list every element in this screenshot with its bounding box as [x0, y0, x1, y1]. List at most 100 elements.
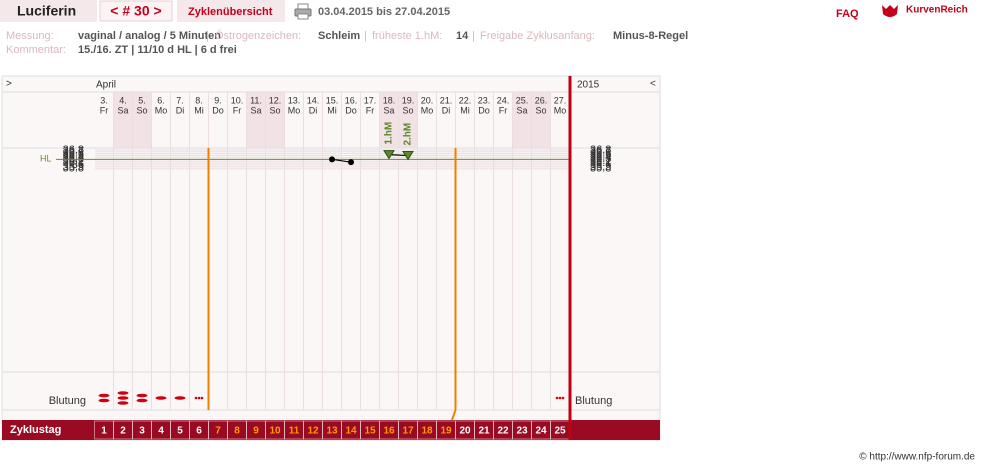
cycle-day: 13 [326, 426, 338, 437]
cycle-nav-box[interactable] [99, 0, 173, 22]
bleeding-label: Blutung [49, 395, 86, 407]
info-value: Minus-8-Regel [613, 30, 688, 42]
weekday-label: Mo [288, 105, 301, 115]
nav-prev[interactable]: < [650, 79, 656, 90]
cycle-day: 12 [307, 426, 319, 437]
date-label: 17. [364, 95, 377, 105]
weekday-label: Mi [327, 105, 337, 115]
weekday-label: Fr [233, 105, 242, 115]
cycle-nav[interactable]: < # 30 > [110, 3, 161, 19]
y-tick-label: 35.9 [63, 161, 84, 173]
weekday-label: Do [478, 105, 490, 115]
weekday-label: So [136, 105, 147, 115]
printer-icon[interactable] [294, 3, 312, 20]
date-label: 12. [269, 95, 282, 105]
user-name: Luciferin [17, 3, 76, 19]
cycle-day-cell [322, 420, 342, 440]
bleeding-dash [98, 398, 110, 403]
cycle-day: 7 [215, 426, 221, 437]
ovulation-label: 1.hM [384, 122, 395, 145]
weekday-label: Di [442, 105, 451, 115]
bleeding-dot [561, 396, 565, 400]
cycle-day-cell [360, 420, 380, 440]
bleeding-dash [136, 393, 148, 398]
date-label: 22. [459, 95, 472, 105]
cycle-day: 11 [289, 426, 300, 437]
date-label: 3. [100, 95, 108, 105]
bleeding-dot [194, 396, 198, 400]
cycle-day: 5 [177, 426, 183, 437]
temperature-point [348, 159, 354, 166]
date-label: 27. [554, 95, 567, 105]
weekday-label: Do [212, 105, 224, 115]
overview-tab[interactable] [177, 0, 285, 22]
date-label: 14. [307, 95, 320, 105]
cycle-day: 14 [345, 426, 357, 437]
nav-next[interactable]: > [6, 79, 12, 90]
info-label: Messung: [6, 30, 54, 42]
weekday-label: Mo [421, 105, 434, 115]
weekday-label: Fr [499, 105, 508, 115]
cycle-day-cell [113, 420, 133, 440]
weekday-label: So [402, 105, 413, 115]
date-label: 11. [250, 95, 262, 105]
cycle-day-cell [531, 420, 551, 440]
date-label: 8. [195, 95, 203, 105]
ovulation-marker [383, 150, 395, 160]
footer-credit: © http://www.nfp-forum.de [859, 452, 975, 463]
weekday-label: Do [345, 105, 357, 115]
chart-frame [1, 75, 661, 441]
y-tick-label: 36.5 [590, 149, 611, 161]
overview-link[interactable]: Zyklenübersicht [188, 6, 273, 18]
bleeding-mark [117, 391, 129, 405]
cycle-day-cell [455, 420, 475, 440]
faq-link[interactable]: FAQ [836, 8, 859, 20]
weekday-label: Mi [460, 105, 470, 115]
cycle-day: 22 [497, 426, 509, 437]
cycle-day-cell [303, 420, 323, 440]
date-label: 9. [214, 95, 222, 105]
logo-icon [882, 5, 898, 17]
weekday-label: Fr [366, 105, 375, 115]
date-label: 5. [138, 95, 146, 105]
cycle-day-cell [227, 420, 247, 440]
y-tick-label: 36 [590, 159, 602, 171]
weekday-label: Mo [554, 105, 567, 115]
cycle-day: 6 [196, 426, 202, 437]
bleeding-dash [155, 396, 167, 400]
cycle-day-label: Zyklustag [10, 424, 61, 436]
logo-text[interactable]: KurvenReich [906, 5, 968, 16]
weekday-label: Sa [383, 105, 394, 115]
separator: | [206, 30, 209, 42]
y-tick-label: 36.8 [63, 144, 84, 156]
cycle-day: 20 [459, 426, 471, 437]
date-label: 6. [157, 95, 165, 105]
cycle-day: 15 [364, 426, 376, 437]
user-tab [0, 0, 97, 22]
bleeding-dash [174, 396, 186, 400]
weekday-label: Fr [100, 105, 109, 115]
weekday-label: Sa [516, 105, 527, 115]
cycle-day: 4 [158, 426, 164, 437]
weekday-label: Mo [155, 105, 168, 115]
date-label: 16. [345, 95, 358, 105]
weekday-label: Mi [194, 105, 204, 115]
y-tick-label: 35.9 [590, 161, 611, 173]
cycle-day-cell [189, 420, 209, 440]
bleeding-mark [174, 396, 186, 400]
cycle-day-cell [398, 420, 418, 440]
y-tick-label: 36.2 [590, 155, 611, 167]
cycle-day: 8 [234, 426, 240, 437]
bleeding-dot [200, 396, 204, 400]
weekday-label: Sa [250, 105, 261, 115]
bleeding-dot [558, 396, 562, 400]
bleeding-dash [117, 401, 129, 405]
year-label: 2015 [577, 80, 600, 91]
cycle-day: 10 [269, 426, 281, 437]
date-label: 13. [288, 95, 301, 105]
y-tick-label: 36.6 [590, 148, 611, 160]
date-label: 21. [440, 95, 453, 105]
cycle-day-cell [208, 420, 228, 440]
y-tick-label: 36.8 [590, 144, 611, 156]
